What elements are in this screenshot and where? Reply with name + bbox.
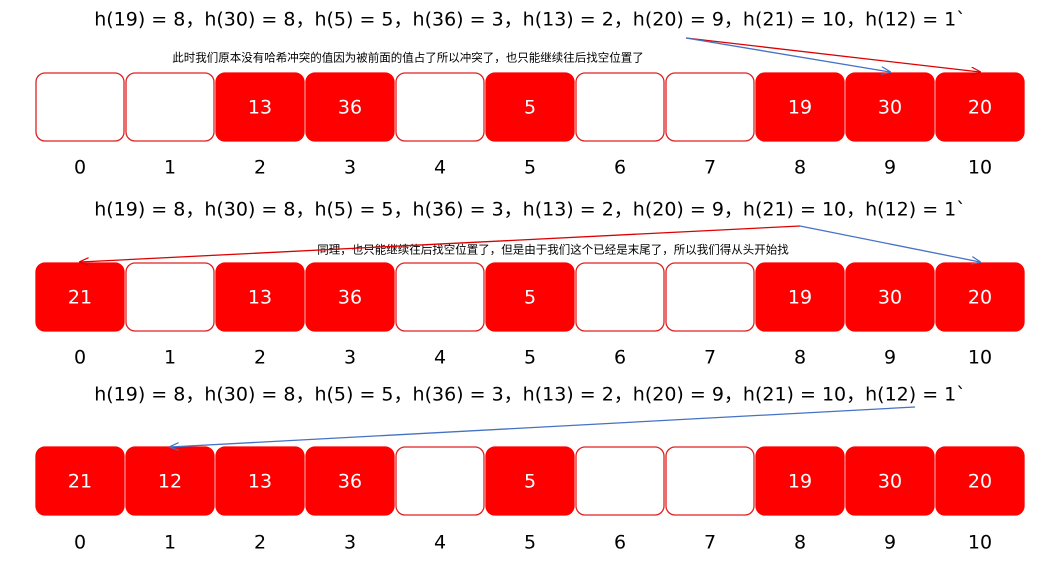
- index-label: 8: [794, 532, 806, 554]
- index-label: 7: [704, 157, 716, 179]
- cell: [845, 262, 935, 332]
- cell: [125, 262, 215, 332]
- arrow: [170, 406, 916, 447]
- index-label: 5: [524, 157, 536, 179]
- index-label: 0: [74, 157, 86, 179]
- cell-value: 30: [878, 97, 902, 119]
- cell: [215, 262, 305, 332]
- index-label: 7: [704, 532, 716, 554]
- note: 同理，也只能继续往后找空位置了，但是由于我们这个已经是末尾了，所以我们得从头开始…: [317, 243, 789, 257]
- cell: [395, 72, 485, 142]
- index-label: 7: [704, 347, 716, 369]
- index-label: 2: [254, 532, 266, 554]
- cell-value: 13: [248, 97, 272, 119]
- index-label: 4: [434, 532, 446, 554]
- cell-value: 21: [68, 287, 92, 309]
- cell: [395, 262, 485, 332]
- cell: [305, 72, 395, 142]
- cell-value: 12: [158, 471, 182, 493]
- index-label: 3: [344, 532, 356, 554]
- cell: [665, 72, 755, 142]
- index-label: 4: [434, 157, 446, 179]
- arrow: [685, 37, 890, 72]
- index-label: 8: [794, 157, 806, 179]
- cell: [125, 72, 215, 142]
- cell-value: 5: [524, 287, 536, 309]
- cell-value: 30: [878, 471, 902, 493]
- index-label: 6: [614, 347, 626, 369]
- arrows: [80, 37, 980, 447]
- formula: h(19) = 8，h(30) = 8，h(5) = 5，h(36) = 3，h…: [94, 199, 966, 221]
- cell-value: 21: [68, 471, 92, 493]
- index-label: 5: [524, 347, 536, 369]
- cell-value: 20: [968, 97, 992, 119]
- arrow: [799, 225, 980, 262]
- index-label: 9: [884, 157, 896, 179]
- cell: [755, 262, 845, 332]
- index-label: 10: [968, 347, 992, 369]
- formula: h(19) = 8，h(30) = 8，h(5) = 5，h(36) = 3，h…: [94, 9, 966, 31]
- cell: [35, 72, 125, 142]
- cell-value: 30: [878, 287, 902, 309]
- cell: [395, 446, 485, 516]
- cell: [305, 262, 395, 332]
- index-label: 10: [968, 532, 992, 554]
- cell: [575, 72, 665, 142]
- cell-value: 13: [248, 471, 272, 493]
- cell-value: 36: [338, 287, 362, 309]
- index-label: 1: [164, 532, 176, 554]
- cell: [935, 446, 1025, 516]
- index-label: 1: [164, 347, 176, 369]
- cell: [575, 446, 665, 516]
- cell-value: 19: [788, 471, 812, 493]
- cell-value: 36: [338, 97, 362, 119]
- cell-value: 13: [248, 287, 272, 309]
- cell: [35, 446, 125, 516]
- cell-value: 20: [968, 287, 992, 309]
- index-label: 6: [614, 157, 626, 179]
- cell: [755, 72, 845, 142]
- cell: [665, 262, 755, 332]
- cell: [215, 446, 305, 516]
- arrow: [685, 37, 980, 72]
- cell: [665, 446, 755, 516]
- index-label: 2: [254, 157, 266, 179]
- cell-value: 19: [788, 287, 812, 309]
- cell: [305, 446, 395, 516]
- index-label: 0: [74, 532, 86, 554]
- index-label: 3: [344, 347, 356, 369]
- cell: [755, 446, 845, 516]
- index-label: 8: [794, 347, 806, 369]
- note: 此时我们原本没有哈希冲突的值因为被前面的值占了所以冲突了，也只能继续往后找空位置…: [172, 51, 644, 65]
- index-label: 10: [968, 157, 992, 179]
- index-label: 9: [884, 347, 896, 369]
- index-label: 5: [524, 532, 536, 554]
- cell-value: 5: [524, 97, 536, 119]
- index-label: 4: [434, 347, 446, 369]
- cell-value: 5: [524, 471, 536, 493]
- index-label: 1: [164, 157, 176, 179]
- cell: [485, 262, 575, 332]
- cell: [485, 72, 575, 142]
- index-label: 0: [74, 347, 86, 369]
- arrow: [80, 225, 801, 262]
- index-label: 9: [884, 532, 896, 554]
- cell-value: 36: [338, 471, 362, 493]
- index-label: 3: [344, 157, 356, 179]
- formula: h(19) = 8，h(30) = 8，h(5) = 5，h(36) = 3，h…: [94, 384, 966, 406]
- cell-value: 20: [968, 471, 992, 493]
- cell: [215, 72, 305, 142]
- cell: [845, 446, 935, 516]
- index-label: 6: [614, 532, 626, 554]
- cell: [485, 446, 575, 516]
- index-label: 2: [254, 347, 266, 369]
- cell-value: 19: [788, 97, 812, 119]
- cell: [575, 262, 665, 332]
